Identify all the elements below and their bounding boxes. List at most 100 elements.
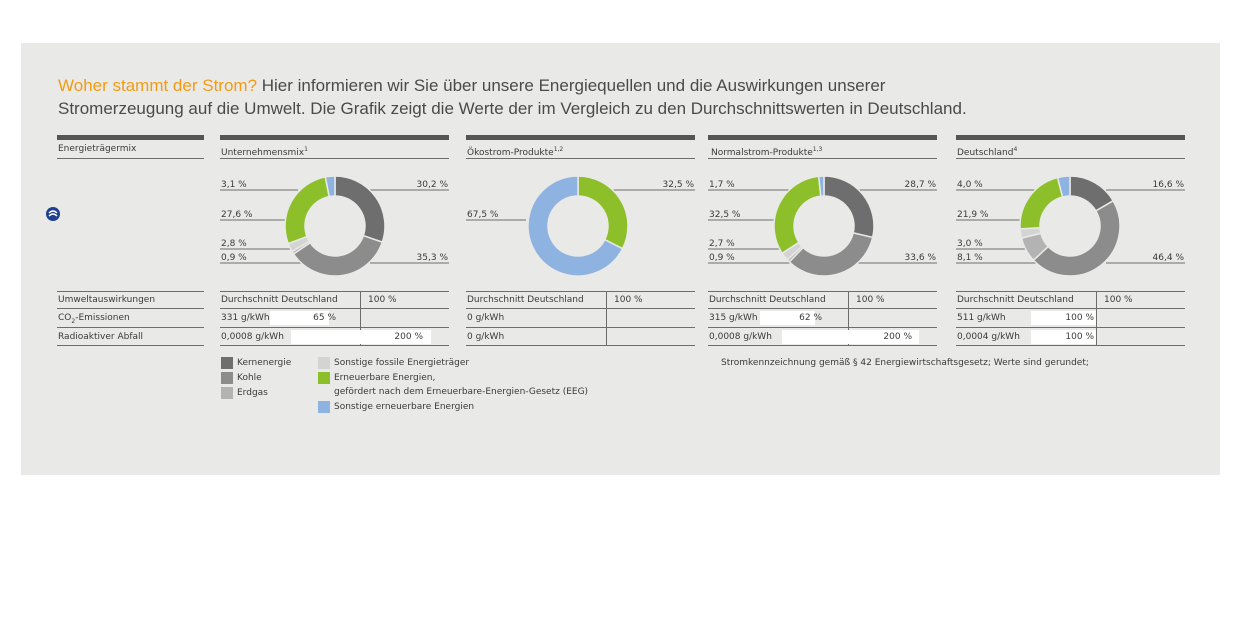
divider-vertical [360, 291, 361, 345]
slice-erneuerbare-energien-eeg [577, 175, 629, 250]
slice-sonstige-erneuerbare-energien [527, 175, 624, 277]
co2-text: CO [58, 313, 72, 323]
value-label-erneuerbare-energien-eeg: 32,5 % [663, 180, 695, 190]
divider [708, 291, 937, 292]
value-label-sonstige-fossile-energietr-ger: 3,0 % [957, 239, 983, 249]
column-title-sup: 1 [304, 146, 308, 153]
abfall-percent: 200 % [883, 332, 912, 342]
value-label-kernenergie: 28,7 % [905, 180, 937, 190]
co2-percent: 62 % [799, 313, 822, 323]
value-label-erdgas: 8,1 % [957, 253, 983, 263]
slice-kohle [1032, 199, 1121, 277]
co2-value: 0 g/kWh [467, 313, 505, 323]
legend-label: Kohle [237, 373, 262, 383]
divider [466, 345, 695, 346]
value-label-kohle: 33,6 % [905, 253, 937, 263]
abfall-value: 0,0008 g/kWh [221, 332, 284, 342]
divider [466, 308, 695, 309]
value-label-sonstige-erneuerbare-energien: 1,7 % [709, 180, 735, 190]
footnote: Stromkennzeichnung gemäß § 42 Energiewir… [721, 358, 1089, 368]
slice-kohle [788, 231, 874, 277]
legend-label: Sonstige fossile Energieträger [334, 358, 470, 368]
value-label-erdgas: 0,9 % [709, 253, 735, 263]
legend-swatch-sonstige-erneuerbare [318, 401, 330, 413]
abfall-fill [1031, 330, 1096, 344]
column-title-sup: 1,2 [553, 146, 564, 153]
divider [220, 158, 449, 159]
durchschnitt-label: Durchschnitt Deutschland [467, 295, 584, 305]
column-title: Unternehmensmix1 [221, 144, 308, 159]
co2-value: 511 g/kWh [957, 313, 1006, 323]
value-label-kohle: 46,4 % [1153, 253, 1185, 263]
label-co2-emissionen: CO2-Emissionen [58, 313, 130, 327]
column-title-text: Normalstrom-Produkte [711, 148, 813, 158]
abfall-value: 0,0008 g/kWh [709, 332, 772, 342]
divider [57, 158, 204, 159]
header-bar-labels [57, 135, 204, 140]
column-title-sup: 4 [1013, 146, 1018, 153]
legend-label: Sonstige erneuerbare Energien [334, 402, 475, 412]
divider [708, 308, 937, 309]
legend-swatch-erdgas [221, 387, 233, 399]
durchschnitt-label: Durchschnitt Deutschland [221, 295, 338, 305]
abfall-value: 0,0004 g/kWh [957, 332, 1020, 342]
label-umweltauswirkungen: Umweltauswirkungen [58, 295, 156, 305]
label-energietraegermix: Energieträgermix [58, 144, 137, 154]
divider [220, 345, 449, 346]
abfall-percent: 100 % [1065, 332, 1094, 342]
column-title-text: Ökostrom-Produkte [467, 148, 554, 158]
headline-line2: Stromerzeugung auf die Umwelt. Die Grafi… [58, 99, 967, 118]
donut-chart-deutschland: 16,6 % 46,4 % 4,0 % 21,9 % 3,0 % 8,1 % [956, 175, 1185, 277]
value-label-erdgas: 0,9 % [221, 253, 247, 263]
headline-line1: Hier informieren wir Sie über unsere Ene… [257, 76, 886, 95]
headline-highlight: Woher stammt der Strom? [58, 76, 258, 95]
legend-label: Erdgas [237, 388, 268, 398]
co2-rest: -Emissionen [75, 313, 130, 323]
divider [57, 308, 204, 309]
donut-chart-oekostrom: 32,5 % 67,5 % [466, 175, 695, 277]
value-label-sonstige-erneuerbare-energien: 3,1 % [221, 180, 247, 190]
value-label-sonstige-fossile-energietr-ger: 2,8 % [221, 239, 247, 249]
slice-kernenergie [823, 175, 875, 239]
divider [708, 345, 937, 346]
slice-sonstige-erneuerbare-energien [324, 175, 336, 198]
legend-swatch-sonstige-fossile [318, 357, 330, 369]
divider [956, 345, 1185, 346]
legend-label: Erneuerbare Energien, [334, 373, 436, 383]
hundert-label: 100 % [368, 295, 397, 305]
legend-swatch-kernenergie [221, 357, 233, 369]
co2-subscript: 2 [71, 317, 76, 325]
value-label-sonstige-fossile-energietr-ger: 2,7 % [709, 239, 735, 249]
slice-sonstige-erneuerbare-energien [1056, 175, 1071, 198]
durchschnitt-label: Durchschnitt Deutschland [709, 295, 826, 305]
divider [956, 308, 1185, 309]
value-label-kernenergie: 16,6 % [1153, 180, 1185, 190]
column-title: Deutschland4 [957, 144, 1017, 159]
header-bar [220, 135, 449, 140]
slice-sonstige-erneuerbare-energien [817, 175, 825, 197]
abfall-fill [782, 330, 919, 344]
co2-icon [46, 207, 60, 221]
legend-swatch-kohle [221, 372, 233, 384]
divider [466, 291, 695, 292]
value-label-kernenergie: 30,2 % [417, 180, 449, 190]
divider [57, 291, 204, 292]
header-bar [466, 135, 695, 140]
divider-vertical [848, 291, 849, 345]
value-label-erneuerbare-energien-eeg: 21,9 % [957, 210, 989, 220]
divider [956, 327, 1185, 328]
legend-label-line2: gefördert nach dem Erneuerbare-Energien-… [334, 387, 589, 397]
column-title-sup: 1,3 [812, 146, 823, 153]
column-title: Normalstrom-Produkte1,3 [711, 144, 822, 159]
slice-erneuerbare-energien-eeg [773, 175, 822, 255]
hundert-label: 100 % [614, 295, 643, 305]
hundert-label: 100 % [1104, 295, 1133, 305]
abfall-value: 0 g/kWh [467, 332, 505, 342]
divider-vertical [606, 291, 607, 345]
co2-value: 315 g/kWh [709, 313, 758, 323]
divider [466, 158, 695, 159]
donut-chart-normalstrom: 28,7 % 33,6 % 1,7 % 32,5 % 2,7 % 0,9 % [708, 175, 937, 277]
divider [220, 327, 449, 328]
value-label-kohle: 35,3 % [417, 253, 449, 263]
divider [956, 291, 1185, 292]
